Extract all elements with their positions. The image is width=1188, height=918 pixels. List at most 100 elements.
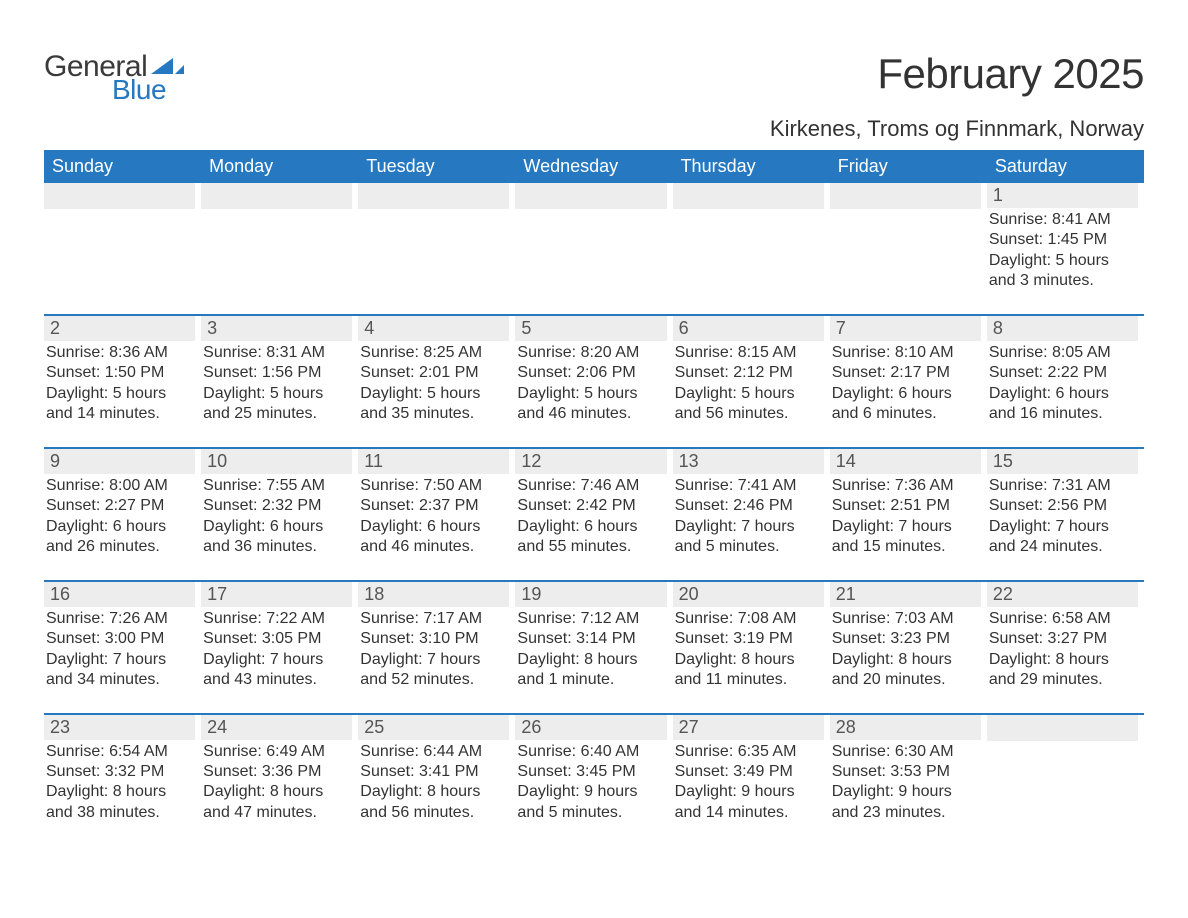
day-details: Sunrise: 8:00 AMSunset: 2:27 PMDaylight:… <box>44 476 195 558</box>
day-details: Sunrise: 6:40 AMSunset: 3:45 PMDaylight:… <box>515 742 666 824</box>
day-cell <box>830 183 987 300</box>
day-number: 8 <box>987 316 1138 341</box>
sunset-text: Sunset: 2:56 PM <box>989 496 1138 516</box>
day-details: Sunrise: 7:22 AMSunset: 3:05 PMDaylight:… <box>201 609 352 691</box>
day-cell: 27Sunrise: 6:35 AMSunset: 3:49 PMDayligh… <box>673 715 830 832</box>
sunset-text: Sunset: 3:49 PM <box>675 762 824 782</box>
sunrise-text: Sunrise: 6:35 AM <box>675 742 824 762</box>
day-details: Sunrise: 7:36 AMSunset: 2:51 PMDaylight:… <box>830 476 981 558</box>
day-number: 11 <box>358 449 509 474</box>
day-cell: 21Sunrise: 7:03 AMSunset: 3:23 PMDayligh… <box>830 582 987 699</box>
sunset-text: Sunset: 2:17 PM <box>832 363 981 383</box>
sunrise-text: Sunrise: 6:54 AM <box>46 742 195 762</box>
daylight-text: Daylight: 5 hours and 46 minutes. <box>517 384 666 425</box>
month-title: February 2025 <box>877 50 1144 98</box>
weekday-sunday: Sunday <box>44 150 201 183</box>
day-number <box>673 183 824 209</box>
daylight-text: Daylight: 6 hours and 16 minutes. <box>989 384 1138 425</box>
daylight-text: Daylight: 5 hours and 14 minutes. <box>46 384 195 425</box>
day-number: 23 <box>44 715 195 740</box>
day-number: 2 <box>44 316 195 341</box>
daylight-text: Daylight: 9 hours and 5 minutes. <box>517 782 666 823</box>
day-details: Sunrise: 7:46 AMSunset: 2:42 PMDaylight:… <box>515 476 666 558</box>
daylight-text: Daylight: 6 hours and 46 minutes. <box>360 517 509 558</box>
day-details: Sunrise: 6:30 AMSunset: 3:53 PMDaylight:… <box>830 742 981 824</box>
sunset-text: Sunset: 2:27 PM <box>46 496 195 516</box>
sunrise-text: Sunrise: 8:00 AM <box>46 476 195 496</box>
brand-word2: Blue <box>112 74 166 106</box>
day-number: 5 <box>515 316 666 341</box>
day-cell <box>987 715 1144 832</box>
sunset-text: Sunset: 3:27 PM <box>989 629 1138 649</box>
sunset-text: Sunset: 2:51 PM <box>832 496 981 516</box>
day-number: 16 <box>44 582 195 607</box>
sunrise-text: Sunrise: 7:55 AM <box>203 476 352 496</box>
day-number: 20 <box>673 582 824 607</box>
daylight-text: Daylight: 7 hours and 15 minutes. <box>832 517 981 558</box>
day-number: 24 <box>201 715 352 740</box>
sunset-text: Sunset: 3:32 PM <box>46 762 195 782</box>
day-details: Sunrise: 7:41 AMSunset: 2:46 PMDaylight:… <box>673 476 824 558</box>
day-details: Sunrise: 7:50 AMSunset: 2:37 PMDaylight:… <box>358 476 509 558</box>
weeks-container: 1Sunrise: 8:41 AMSunset: 1:45 PMDaylight… <box>44 183 1144 831</box>
day-cell: 1Sunrise: 8:41 AMSunset: 1:45 PMDaylight… <box>987 183 1144 300</box>
sunrise-text: Sunrise: 7:12 AM <box>517 609 666 629</box>
day-number: 26 <box>515 715 666 740</box>
day-cell: 11Sunrise: 7:50 AMSunset: 2:37 PMDayligh… <box>358 449 515 566</box>
weekday-wednesday: Wednesday <box>515 150 672 183</box>
sunrise-text: Sunrise: 7:26 AM <box>46 609 195 629</box>
sunrise-text: Sunrise: 7:50 AM <box>360 476 509 496</box>
day-number: 28 <box>830 715 981 740</box>
sunrise-text: Sunrise: 6:44 AM <box>360 742 509 762</box>
day-cell: 6Sunrise: 8:15 AMSunset: 2:12 PMDaylight… <box>673 316 830 433</box>
daylight-text: Daylight: 8 hours and 56 minutes. <box>360 782 509 823</box>
day-number: 7 <box>830 316 981 341</box>
sunrise-text: Sunrise: 8:36 AM <box>46 343 195 363</box>
day-details: Sunrise: 8:15 AMSunset: 2:12 PMDaylight:… <box>673 343 824 425</box>
sunrise-text: Sunrise: 8:10 AM <box>832 343 981 363</box>
day-details: Sunrise: 8:31 AMSunset: 1:56 PMDaylight:… <box>201 343 352 425</box>
sunrise-text: Sunrise: 8:31 AM <box>203 343 352 363</box>
day-number: 21 <box>830 582 981 607</box>
sunrise-text: Sunrise: 8:15 AM <box>675 343 824 363</box>
sunrise-text: Sunrise: 6:30 AM <box>832 742 981 762</box>
day-cell: 8Sunrise: 8:05 AMSunset: 2:22 PMDaylight… <box>987 316 1144 433</box>
sunset-text: Sunset: 2:37 PM <box>360 496 509 516</box>
sunset-text: Sunset: 3:14 PM <box>517 629 666 649</box>
daylight-text: Daylight: 8 hours and 29 minutes. <box>989 650 1138 691</box>
day-details: Sunrise: 7:03 AMSunset: 3:23 PMDaylight:… <box>830 609 981 691</box>
day-details: Sunrise: 7:31 AMSunset: 2:56 PMDaylight:… <box>987 476 1138 558</box>
day-details: Sunrise: 8:25 AMSunset: 2:01 PMDaylight:… <box>358 343 509 425</box>
daylight-text: Daylight: 5 hours and 56 minutes. <box>675 384 824 425</box>
daylight-text: Daylight: 9 hours and 23 minutes. <box>832 782 981 823</box>
daylight-text: Daylight: 6 hours and 36 minutes. <box>203 517 352 558</box>
day-number: 9 <box>44 449 195 474</box>
day-cell <box>44 183 201 300</box>
day-details: Sunrise: 6:49 AMSunset: 3:36 PMDaylight:… <box>201 742 352 824</box>
sunset-text: Sunset: 3:00 PM <box>46 629 195 649</box>
day-details: Sunrise: 6:54 AMSunset: 3:32 PMDaylight:… <box>44 742 195 824</box>
day-number: 4 <box>358 316 509 341</box>
week-row: 16Sunrise: 7:26 AMSunset: 3:00 PMDayligh… <box>44 580 1144 699</box>
sunset-text: Sunset: 3:53 PM <box>832 762 981 782</box>
day-number: 25 <box>358 715 509 740</box>
day-cell: 25Sunrise: 6:44 AMSunset: 3:41 PMDayligh… <box>358 715 515 832</box>
day-details: Sunrise: 8:10 AMSunset: 2:17 PMDaylight:… <box>830 343 981 425</box>
daylight-text: Daylight: 7 hours and 34 minutes. <box>46 650 195 691</box>
day-cell <box>673 183 830 300</box>
day-cell: 15Sunrise: 7:31 AMSunset: 2:56 PMDayligh… <box>987 449 1144 566</box>
daylight-text: Daylight: 5 hours and 25 minutes. <box>203 384 352 425</box>
week-row: 2Sunrise: 8:36 AMSunset: 1:50 PMDaylight… <box>44 314 1144 433</box>
daylight-text: Daylight: 8 hours and 11 minutes. <box>675 650 824 691</box>
daylight-text: Daylight: 6 hours and 55 minutes. <box>517 517 666 558</box>
day-cell: 19Sunrise: 7:12 AMSunset: 3:14 PMDayligh… <box>515 582 672 699</box>
weekday-saturday: Saturday <box>987 150 1144 183</box>
day-cell: 20Sunrise: 7:08 AMSunset: 3:19 PMDayligh… <box>673 582 830 699</box>
day-number <box>830 183 981 209</box>
day-cell: 26Sunrise: 6:40 AMSunset: 3:45 PMDayligh… <box>515 715 672 832</box>
daylight-text: Daylight: 7 hours and 5 minutes. <box>675 517 824 558</box>
day-cell: 10Sunrise: 7:55 AMSunset: 2:32 PMDayligh… <box>201 449 358 566</box>
day-number: 13 <box>673 449 824 474</box>
sunset-text: Sunset: 2:42 PM <box>517 496 666 516</box>
day-cell: 28Sunrise: 6:30 AMSunset: 3:53 PMDayligh… <box>830 715 987 832</box>
